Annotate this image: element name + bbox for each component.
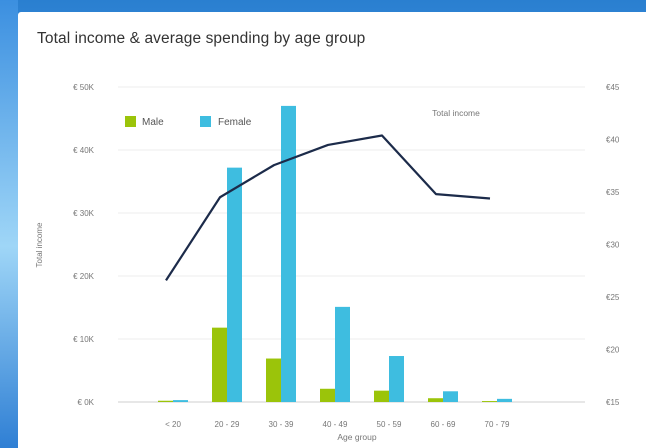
y2-tick-label: €45	[606, 83, 620, 92]
legend-label-female: Female	[218, 117, 252, 128]
x-tick-label: < 20	[165, 420, 181, 429]
y2-tick-label: €20	[606, 346, 620, 355]
bar-female	[443, 391, 458, 402]
bar-female	[227, 167, 242, 402]
y2-tick-label: €35	[606, 188, 620, 197]
chart-title: Total income & average spending by age g…	[37, 30, 366, 47]
bar-female	[335, 306, 350, 402]
y-tick-label: € 20K	[73, 272, 95, 281]
y2-tick-label: €40	[606, 136, 620, 145]
y-tick-label: € 0K	[78, 398, 95, 407]
bar-male	[212, 327, 227, 402]
bar-female	[389, 356, 404, 402]
chart-card: Total income & average spending by age g…	[18, 12, 646, 448]
legend-label-male: Male	[142, 117, 164, 128]
bar-male	[158, 400, 173, 402]
bar-male	[374, 390, 389, 402]
background-edge	[0, 0, 18, 448]
bar-female	[281, 105, 296, 403]
bar-male	[428, 398, 443, 402]
y2-tick-label: €30	[606, 241, 620, 250]
bar-male	[266, 358, 281, 402]
bar-male	[320, 388, 335, 402]
x-tick-label: 70 - 79	[485, 420, 510, 429]
y2-tick-label: €15	[606, 398, 620, 407]
bar-female	[497, 398, 512, 402]
x-tick-label: 60 - 69	[431, 420, 456, 429]
x-tick-label: 20 - 29	[215, 420, 240, 429]
bar-female	[173, 400, 188, 402]
x-tick-label: 40 - 49	[323, 420, 348, 429]
y-axis-label: Total income	[35, 222, 44, 267]
line-label-total-income: Total income	[432, 108, 480, 118]
x-axis-label: Age group	[337, 432, 376, 442]
x-tick-label: 30 - 39	[269, 420, 294, 429]
y-tick-label: € 10K	[73, 335, 95, 344]
y2-tick-label: €25	[606, 293, 620, 302]
bar-male	[482, 401, 497, 402]
y-tick-label: € 40K	[73, 146, 95, 155]
legend-swatch-female	[200, 116, 211, 127]
y-tick-label: € 30K	[73, 209, 95, 218]
legend-swatch-male	[125, 116, 136, 127]
y-tick-label: € 50K	[73, 83, 95, 92]
line-total-income	[165, 134, 491, 282]
x-tick-label: 50 - 59	[377, 420, 402, 429]
